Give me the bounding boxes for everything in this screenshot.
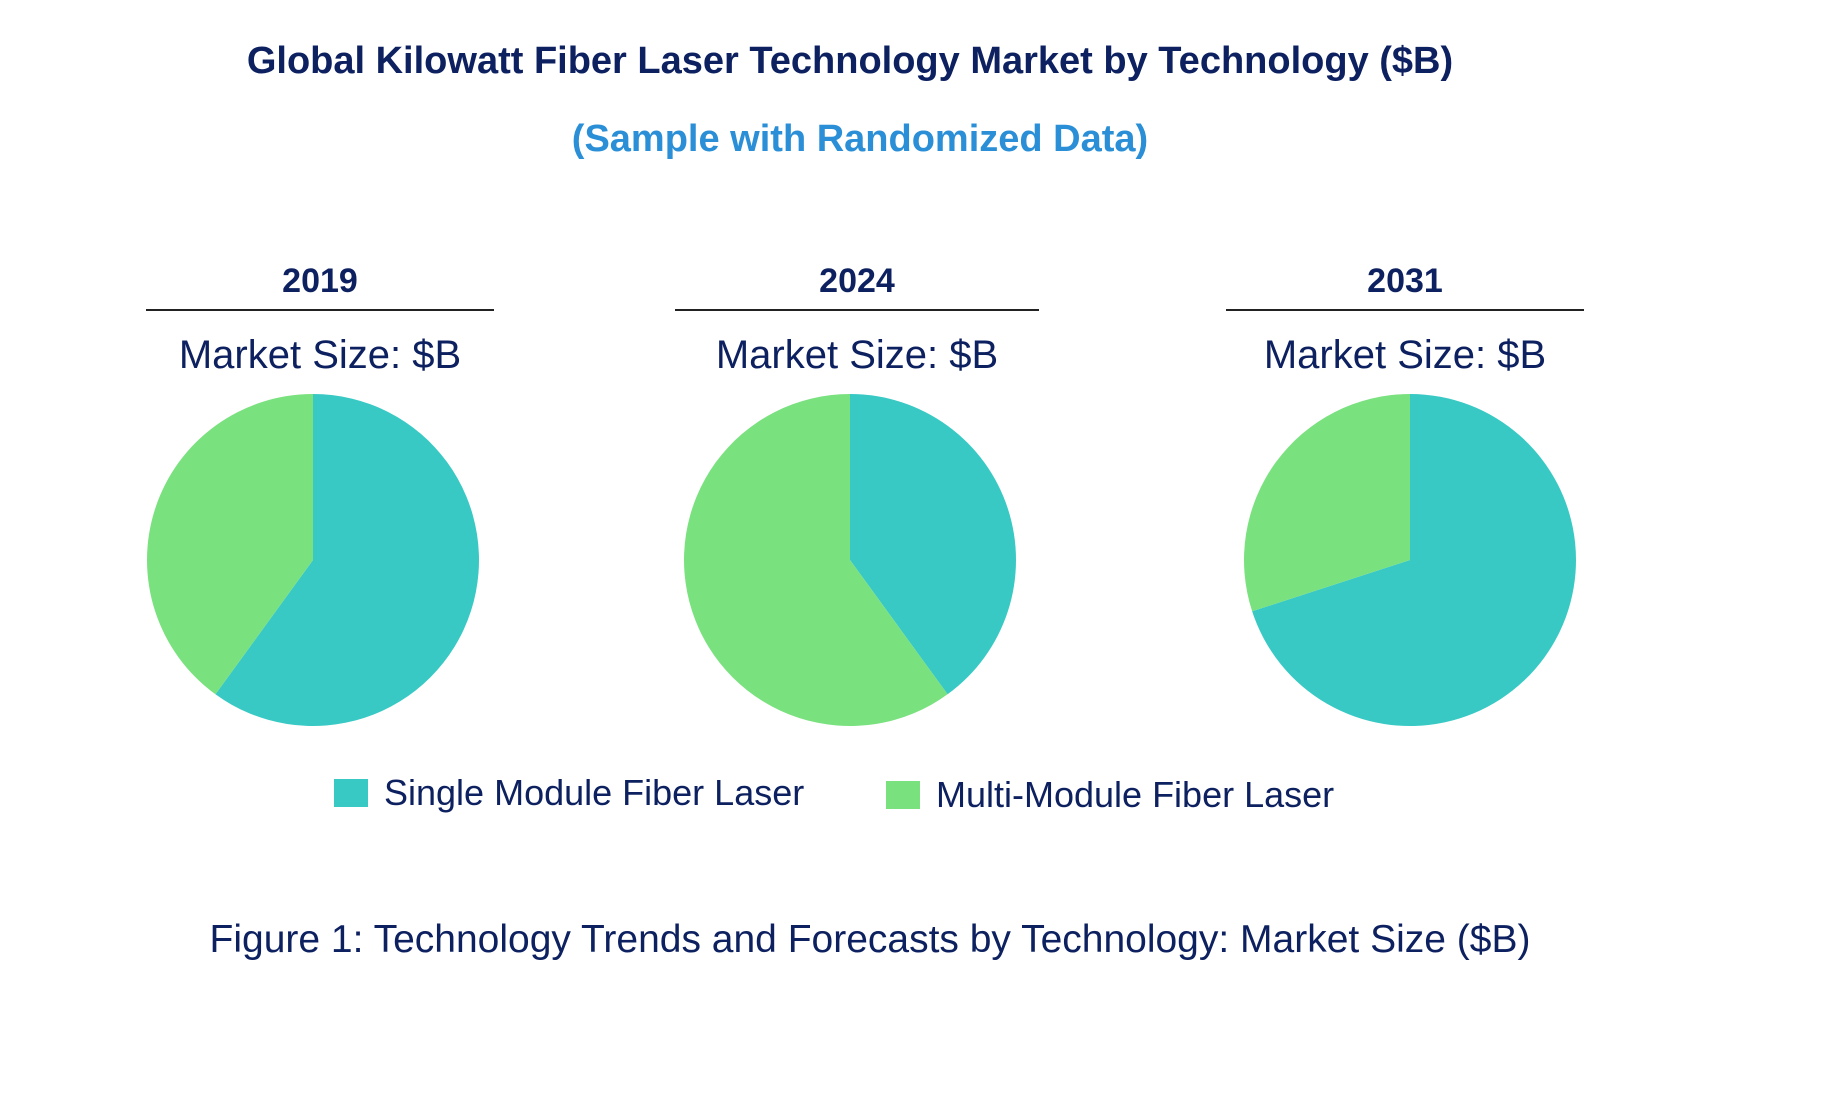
market-size-label-2019: Market Size: $B xyxy=(178,333,462,377)
market-size-label-2024: Market Size: $B xyxy=(715,333,999,377)
pie-slice-2019-multi-module xyxy=(147,394,313,695)
year-label-2019: 2019 xyxy=(146,262,494,311)
pie-slice-2024-multi-module xyxy=(683,394,948,726)
legend-swatch-single-module xyxy=(334,779,368,807)
chart-title: Global Kilowatt Fiber Laser Technology M… xyxy=(246,40,1454,82)
legend-label-single-module: Single Module Fiber Laser xyxy=(384,772,805,813)
pie-slice-2031-single-module xyxy=(1252,394,1577,726)
pie-panel-2019: 2019 Market Size: $B xyxy=(146,262,494,378)
year-label-2031: 2031 xyxy=(1226,262,1584,311)
pie-slice-2019-single-module xyxy=(215,394,479,726)
year-label-2024: 2024 xyxy=(675,262,1039,311)
figure-caption: Figure 1: Technology Trends and Forecast… xyxy=(209,918,1531,961)
legend-swatch-multi-module xyxy=(886,781,920,809)
market-size-label-2031: Market Size: $B xyxy=(1263,333,1547,377)
pie-slice-2031-multi-module xyxy=(1244,394,1410,612)
legend-label-multi-module: Multi-Module Fiber Laser xyxy=(936,774,1335,815)
pie-slice-2024-single-module xyxy=(850,394,1016,695)
chart-subtitle: (Sample with Randomized Data) xyxy=(571,118,1149,160)
pie-panel-2031: 2031 Market Size: $B xyxy=(1226,262,1584,378)
legend-item-multi-module: Multi-Module Fiber Laser xyxy=(886,774,1334,816)
legend-item-single-module: Single Module Fiber Laser xyxy=(334,772,804,814)
pie-panel-2024: 2024 Market Size: $B xyxy=(675,262,1039,378)
